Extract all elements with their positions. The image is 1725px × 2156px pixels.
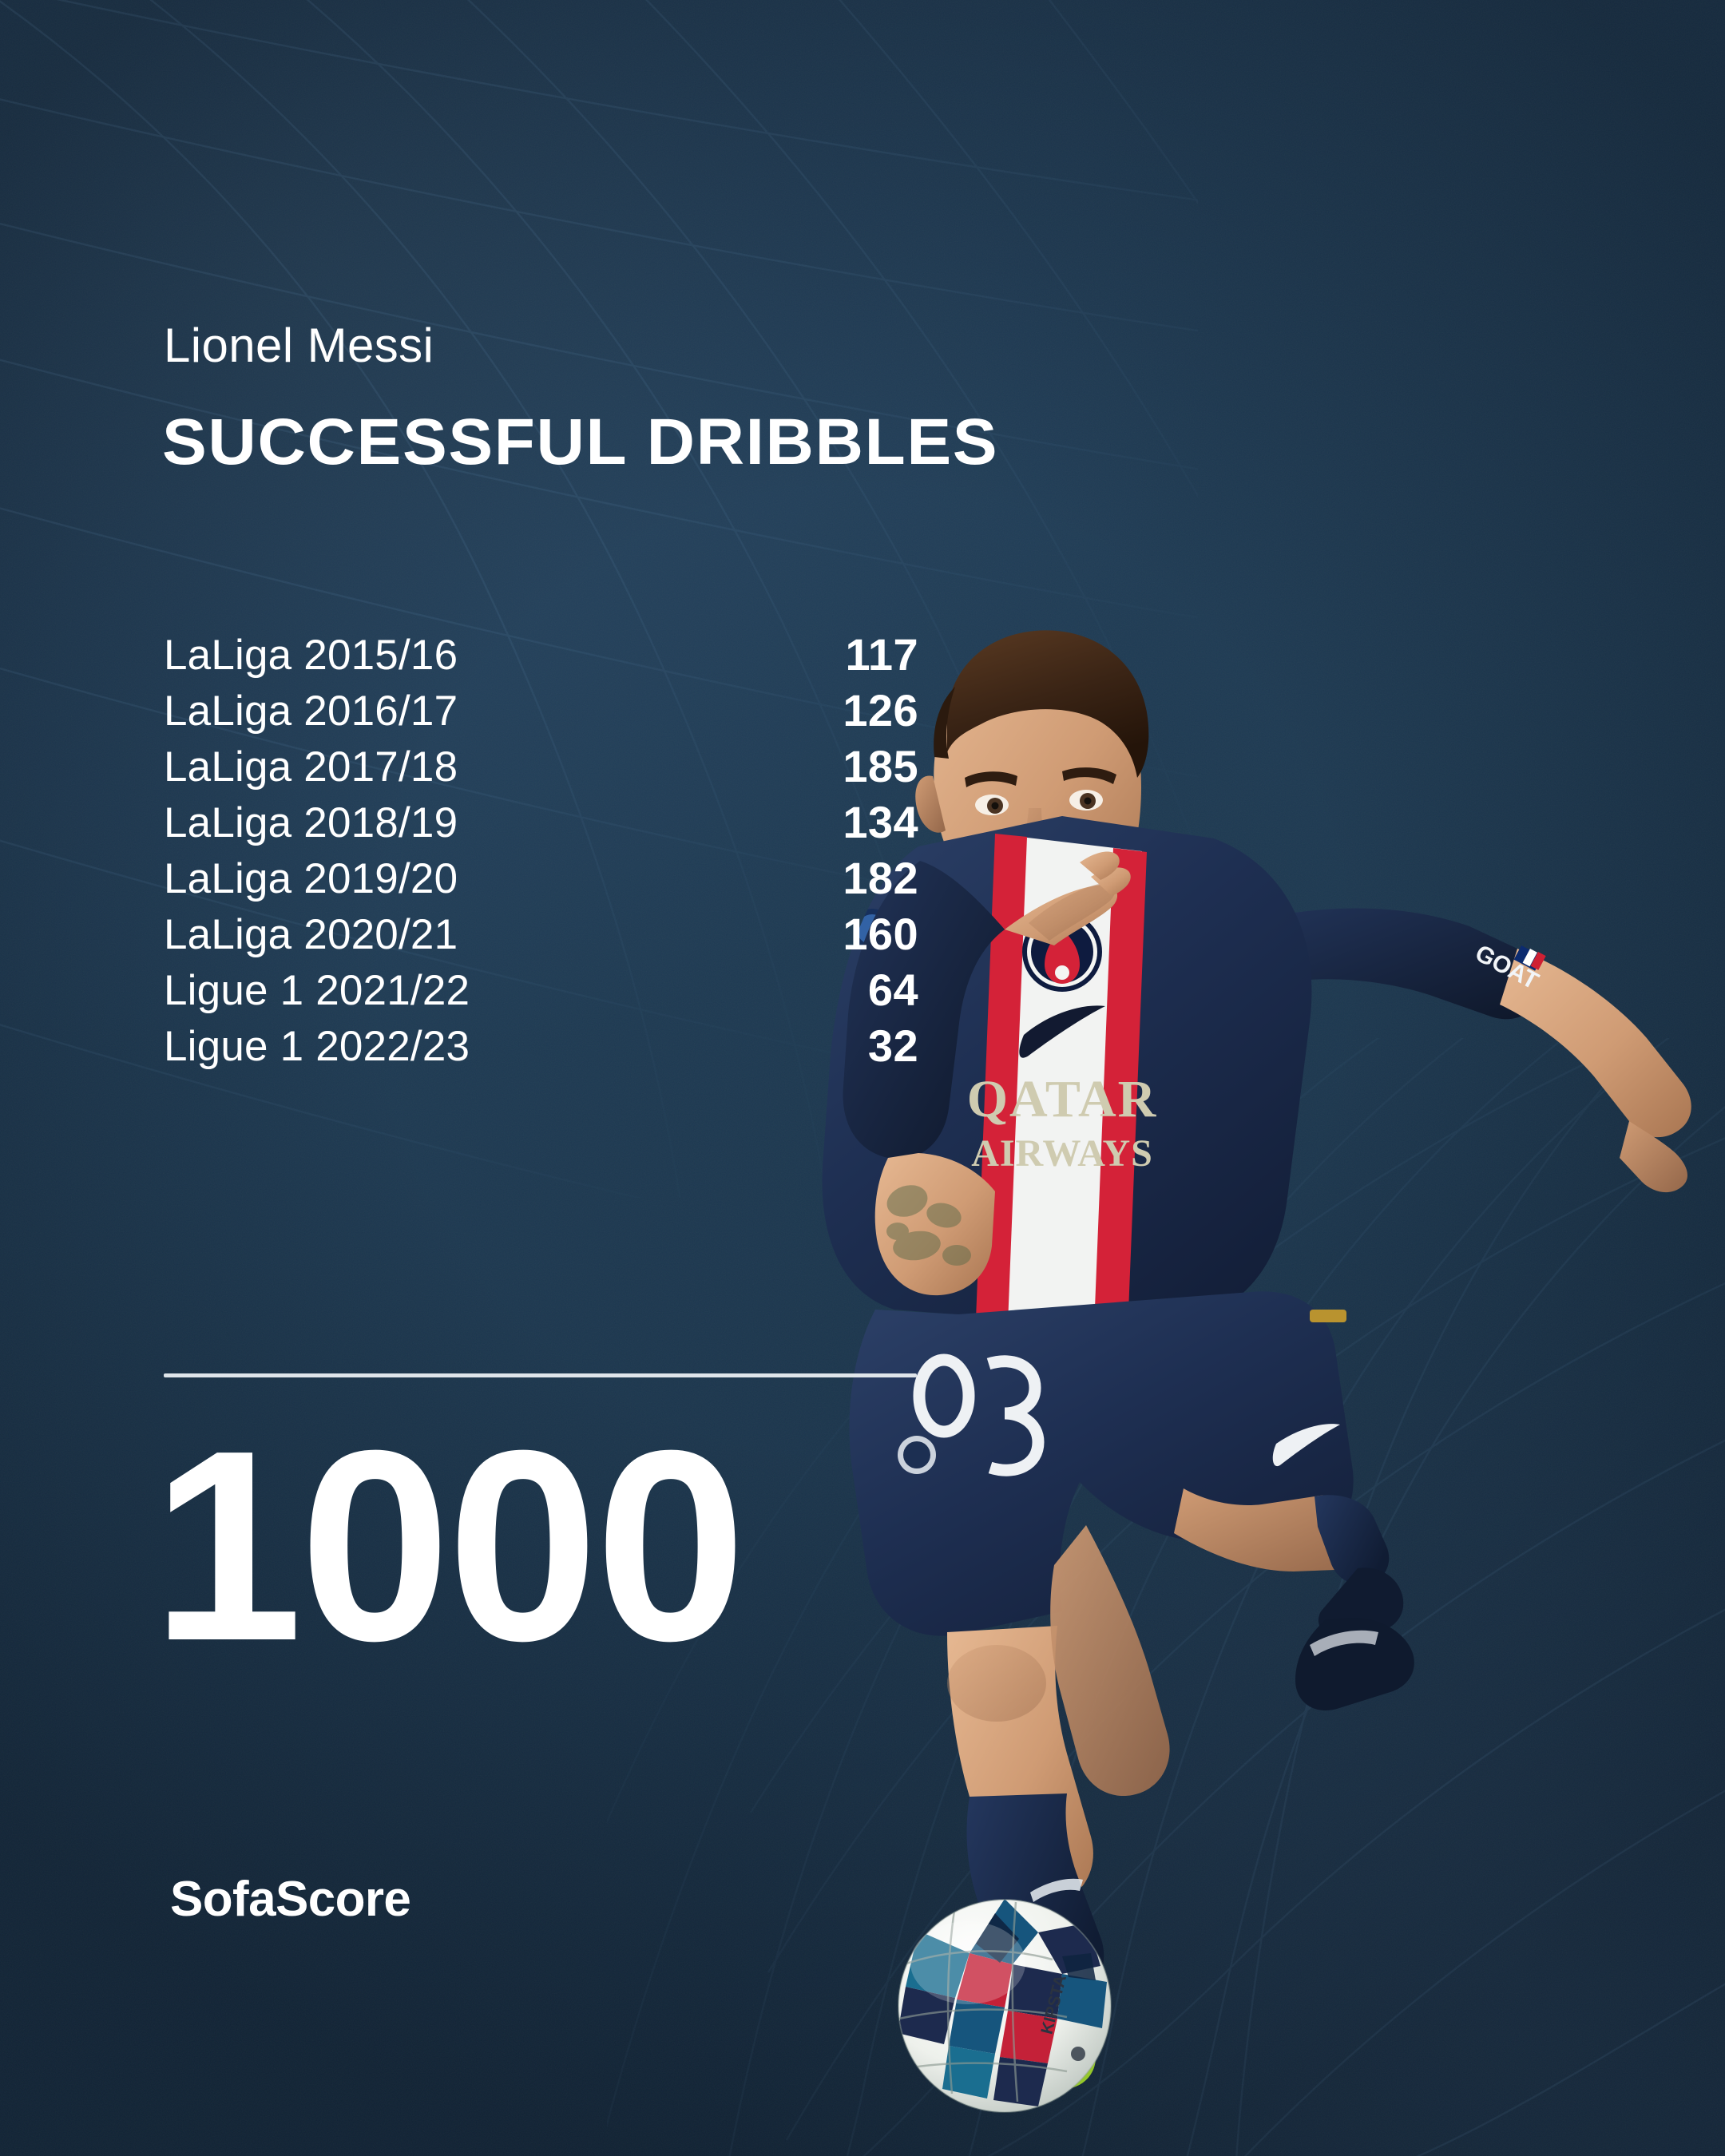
table-row: LaLiga 2020/21 160: [164, 906, 918, 962]
table-row: Ligue 1 2022/23 32: [164, 1018, 918, 1074]
season-label: LaLiga 2016/17: [164, 687, 458, 735]
season-label: Ligue 1 2022/23: [164, 1022, 470, 1070]
season-value: 160: [843, 909, 918, 959]
total-value: 1000: [152, 1394, 746, 1698]
nike-swoosh-icon: [1019, 1005, 1105, 1058]
table-row: LaLiga 2017/18 185: [164, 739, 918, 795]
table-row: LaLiga 2019/20 182: [164, 850, 918, 906]
total-divider: [164, 1373, 917, 1377]
player-name: Lionel Messi: [164, 319, 434, 372]
season-value: 117: [845, 629, 918, 680]
season-value: 32: [867, 1021, 918, 1071]
season-label: LaLiga 2019/20: [164, 854, 458, 902]
season-value: 64: [867, 965, 918, 1015]
season-stats-list: LaLiga 2015/16 117 LaLiga 2016/17 126 La…: [164, 627, 918, 1074]
season-value: 134: [843, 797, 918, 847]
player-photo: GOAT: [822, 630, 1691, 2113]
season-value: 126: [843, 685, 918, 735]
sponsor-qatar-text: QATAR: [967, 1070, 1158, 1128]
football: KIPSTA: [898, 1899, 1112, 2113]
sponsor-airways-text: AIRWAYS: [971, 1132, 1153, 1175]
season-label: LaLiga 2018/19: [164, 799, 458, 846]
shorts-number: [913, 1353, 1045, 1476]
season-label: LaLiga 2015/16: [164, 631, 458, 679]
sofascore-logo: SofaScore: [170, 1872, 411, 1927]
season-label: LaLiga 2020/21: [164, 910, 458, 958]
season-label: Ligue 1 2021/22: [164, 966, 470, 1014]
season-value: 185: [843, 741, 918, 791]
season-label: LaLiga 2017/18: [164, 743, 458, 791]
season-value: 182: [843, 853, 918, 903]
table-row: LaLiga 2016/17 126: [164, 683, 918, 739]
table-row: LaLiga 2018/19 134: [164, 795, 918, 850]
page-title: SUCCESSFUL DRIBBLES: [162, 406, 999, 478]
table-row: LaLiga 2015/16 117: [164, 627, 918, 683]
table-row: Ligue 1 2021/22 64: [164, 962, 918, 1018]
